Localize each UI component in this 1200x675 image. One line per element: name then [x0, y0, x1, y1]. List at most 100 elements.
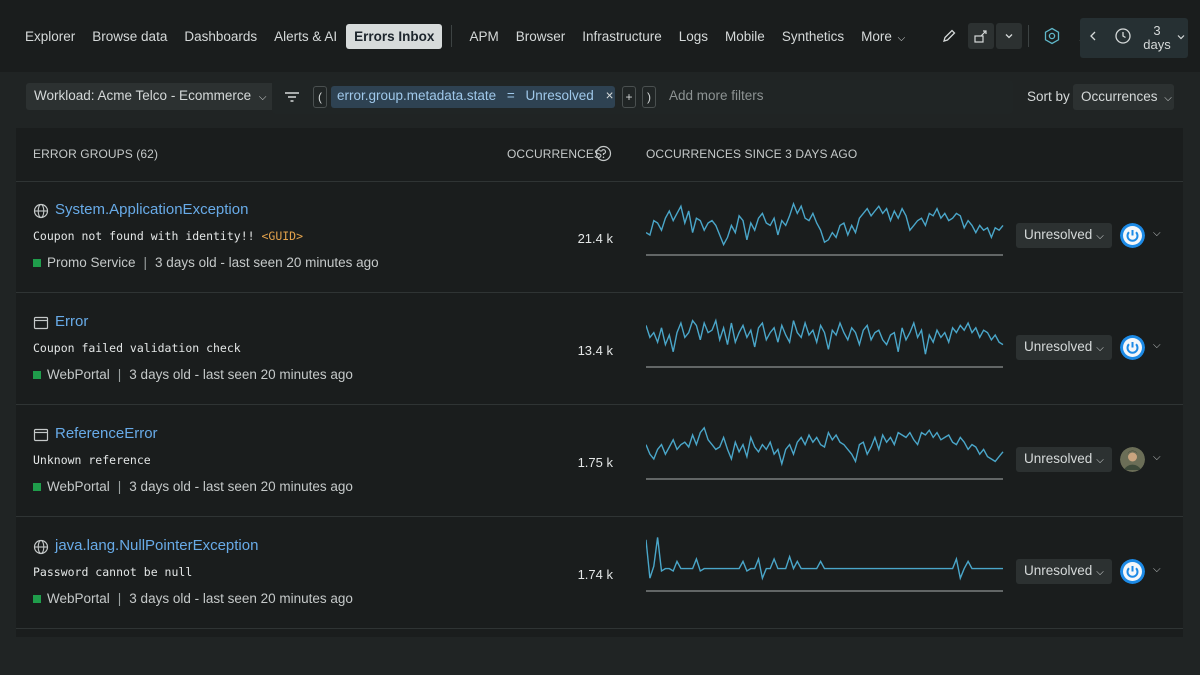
window-icon [33, 427, 49, 443]
nav-explorer[interactable]: Explorer [25, 28, 76, 44]
error-meta: Promo Service | 3 days old - last seen 20 … [33, 255, 379, 270]
chevron-down-icon[interactable]: ⌵ [1153, 564, 1161, 575]
sparkline-series [646, 201, 1004, 247]
globe-icon [33, 203, 49, 219]
table-row[interactable]: Error Coupon failed validation check WebPo… [16, 294, 1183, 405]
occurrence-sparkline [646, 426, 1004, 480]
nav-apm[interactable]: APM [469, 28, 499, 44]
chevron-down-icon: ⌵ [1096, 455, 1104, 466]
nav-alerts-ai[interactable]: Alerts & AI [274, 28, 338, 44]
service-status-dot [33, 594, 41, 603]
chevron-down-icon[interactable] [1176, 29, 1186, 47]
sparkline-series [646, 426, 1004, 467]
error-group-name[interactable]: Error [55, 313, 89, 330]
sparkline-series [646, 318, 1004, 355]
chevron-left-icon[interactable] [1088, 29, 1102, 47]
error-age: 3 days old - last seen 20 minutes ago [129, 367, 353, 382]
time-range-unit: days [1143, 37, 1171, 52]
meta-separator: | [117, 591, 122, 606]
table-row[interactable]: System.ApplicationException Coupon not fo… [16, 182, 1183, 293]
status-dropdown[interactable]: Unresolved ⌵ [1016, 447, 1112, 472]
power-icon[interactable] [1120, 335, 1145, 360]
table-row[interactable]: ReferenceError Unknown reference WebPortal… [16, 406, 1183, 517]
service-status-dot [33, 482, 41, 491]
error-groups-table: ERROR GROUPS (62) OCCURRENCES OCCURRENCE… [16, 128, 1183, 637]
filter-lines-icon[interactable] [284, 89, 300, 110]
error-message-text: Password cannot be null [33, 565, 193, 579]
query-filter-bar[interactable]: ( error.group.metadata.state = Unresolve… [272, 80, 1013, 114]
nav-dashboards[interactable]: Dashboards [184, 28, 258, 44]
status-value: Unresolved [1024, 227, 1093, 242]
column-occurrences-since: OCCURRENCES SINCE 3 DAYS AGO [646, 147, 858, 161]
service-name[interactable]: WebPortal [47, 479, 110, 494]
error-group-name[interactable]: System.ApplicationException [55, 201, 249, 218]
error-age: 3 days old - last seen 20 minutes ago [129, 479, 353, 494]
user-avatar[interactable] [1120, 447, 1145, 472]
error-group-name[interactable]: java.lang.NullPointerException [55, 537, 259, 554]
clock-icon [1114, 27, 1132, 50]
nav-mobile[interactable]: Mobile [725, 28, 765, 44]
service-name[interactable]: Promo Service [47, 255, 136, 270]
status-dropdown[interactable]: Unresolved ⌵ [1016, 559, 1112, 584]
nav-more-menu[interactable]: More ⌵ [853, 24, 913, 49]
error-message: Unknown reference [33, 453, 151, 467]
chevron-down-icon[interactable]: ⌵ [1153, 340, 1161, 351]
table-row[interactable]: java.lang.NullPointerException Password c… [16, 518, 1183, 629]
service-name[interactable]: WebPortal [47, 591, 110, 606]
status-dropdown[interactable]: Unresolved ⌵ [1016, 335, 1112, 360]
sort-value: Occurrences [1081, 89, 1158, 104]
power-icon[interactable] [1120, 223, 1145, 248]
settings-hexagon-icon[interactable] [1039, 23, 1065, 49]
nav-errors-inbox[interactable]: Errors Inbox [346, 23, 443, 49]
help-icon[interactable] [595, 145, 612, 167]
chevron-down-icon: ⌵ [1096, 343, 1104, 354]
close-icon[interactable]: × [605, 88, 614, 103]
chevron-down-icon: ⌵ [894, 32, 906, 44]
workload-selector[interactable]: Workload: Acme Telco - Ecommerce ⌵ [26, 83, 279, 110]
chevron-down-icon[interactable] [996, 23, 1023, 49]
status-value: Unresolved [1024, 339, 1093, 354]
chevron-down-icon[interactable]: ⌵ [1153, 228, 1161, 239]
meta-separator: | [143, 255, 148, 270]
time-picker[interactable]: 3 days [1080, 18, 1188, 58]
column-occurrences[interactable]: OCCURRENCES [507, 147, 603, 161]
error-message-text: Coupon not found with identity!! [33, 229, 262, 243]
power-icon[interactable] [1120, 559, 1145, 584]
column-error-groups: ERROR GROUPS (62) [33, 147, 159, 161]
meta-separator: | [117, 367, 122, 382]
chevron-down-icon[interactable]: ⌵ [1153, 452, 1161, 463]
add-filters-input[interactable]: Add more filters [669, 88, 764, 103]
status-dropdown[interactable]: Unresolved ⌵ [1016, 223, 1112, 248]
sparkline-series [646, 537, 1003, 581]
service-status-dot [33, 370, 41, 379]
filter-chip[interactable]: error.group.metadata.state = Unresolved … [331, 86, 615, 108]
nav-synthetics[interactable]: Synthetics [781, 28, 845, 44]
sort-by-label: Sort by [1027, 89, 1070, 104]
share-icon[interactable] [968, 23, 995, 49]
time-range-value: 3 [1153, 23, 1161, 38]
service-name[interactable]: WebPortal [47, 367, 110, 382]
sort-select[interactable]: Occurrences ⌵ [1073, 84, 1174, 110]
add-condition-button[interactable]: + [622, 86, 636, 108]
time-range-label: 3 days [1142, 24, 1172, 52]
meta-separator: | [117, 479, 122, 494]
occurrence-sparkline [646, 537, 1003, 592]
filter-chip-value: Unresolved [525, 88, 594, 103]
error-message: Coupon failed validation check [33, 341, 241, 355]
toolbar-icons [936, 23, 1099, 49]
occurrence-count: 13.4 k [577, 343, 613, 358]
nav-browser[interactable]: Browser [515, 28, 566, 44]
nav-more-label: More [861, 28, 892, 44]
pencil-icon[interactable] [936, 23, 962, 49]
error-age: 3 days old - last seen 20 minutes ago [129, 591, 353, 606]
error-group-name[interactable]: ReferenceError [55, 425, 158, 442]
close-paren-button[interactable]: ) [642, 86, 656, 108]
status-value: Unresolved [1024, 451, 1093, 466]
error-meta: WebPortal | 3 days old - last seen 20 minu… [33, 479, 353, 494]
nav-infrastructure[interactable]: Infrastructure [582, 28, 662, 44]
occurrence-count: 21.4 k [577, 231, 613, 246]
nav-browse-data[interactable]: Browse data [92, 28, 168, 44]
open-paren-button[interactable]: ( [313, 86, 327, 108]
nav-logs[interactable]: Logs [678, 28, 709, 44]
occurrence-count: 1.74 k [577, 567, 613, 582]
